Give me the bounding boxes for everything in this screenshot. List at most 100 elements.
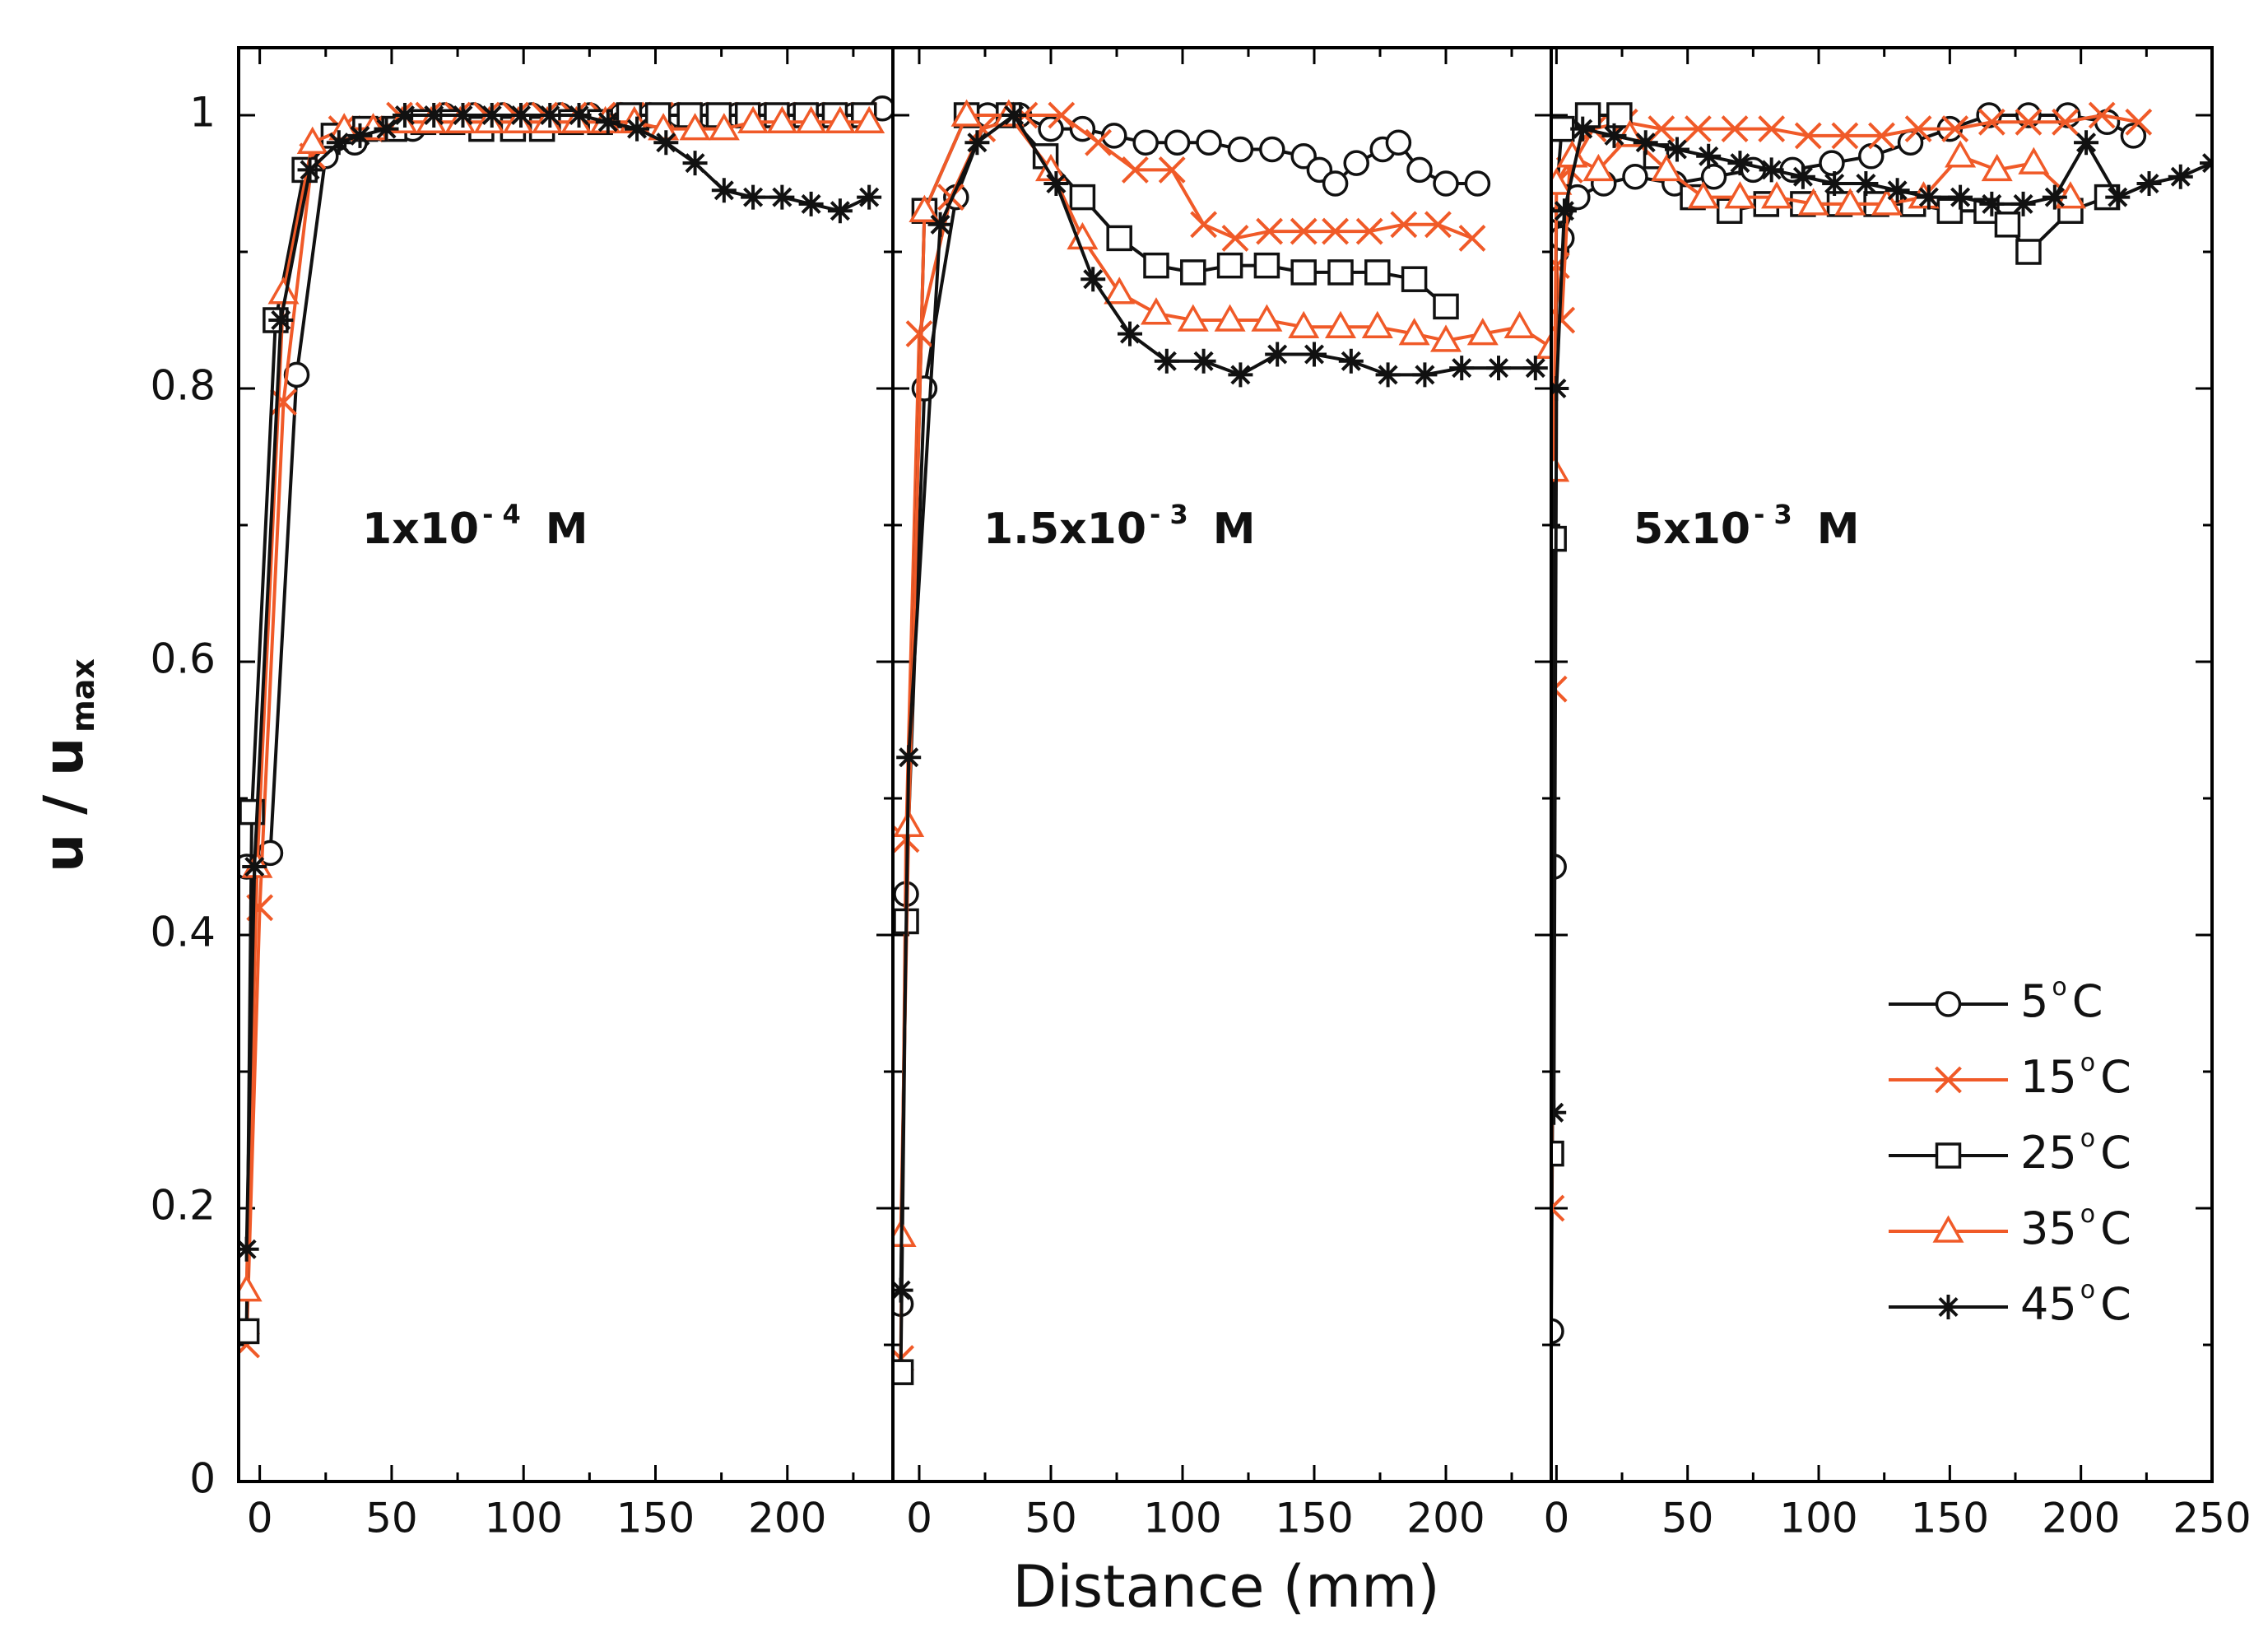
series-45c-line — [1552, 127, 2212, 1113]
series-45c-point — [1486, 356, 1511, 381]
series-45c-point — [1449, 356, 1475, 381]
x-tick-label: 200 — [1406, 1495, 1485, 1542]
series-25c-point — [1327, 259, 1354, 286]
svg-text:u / umax: u / u max — [32, 658, 101, 872]
x-tick-label: 100 — [1779, 1495, 1857, 1542]
series-5c-point — [1196, 129, 1222, 156]
series-45c — [239, 103, 882, 1262]
series-45c-point — [625, 116, 650, 142]
series-45c-point — [595, 109, 620, 135]
series-25c — [239, 102, 877, 1345]
series-15c-point — [1121, 156, 1149, 184]
series-45c-point — [1522, 356, 1548, 381]
x-tick-label: 0 — [247, 1495, 273, 1542]
series-45c-point — [1759, 157, 1784, 183]
series-45c-point — [2105, 184, 2131, 210]
series-45c-line — [899, 114, 1536, 1291]
series-15c-point — [1048, 101, 1076, 129]
series-15c-point — [1941, 115, 1969, 143]
x-tick-label: 50 — [1661, 1495, 1714, 1542]
series-15c-point — [1721, 115, 1749, 143]
x-tick-label: 0 — [1543, 1495, 1569, 1542]
series-45c-point — [927, 212, 953, 237]
series-35c-point — [679, 113, 711, 141]
series-35c-point — [1140, 297, 1173, 325]
panel-3-label-unit: M — [1817, 505, 1860, 554]
series-35c-line — [244, 120, 870, 1291]
series-45c-point — [1885, 178, 1910, 203]
series-5c-point — [1164, 129, 1191, 156]
series-45c-point — [896, 745, 922, 770]
series-15c-point — [1868, 122, 1895, 150]
series-35c-point — [795, 105, 827, 134]
series-25c-line — [244, 114, 864, 1332]
legend-item-15c: 15 o C — [1889, 1049, 2131, 1103]
series-15c-point — [1551, 1194, 1565, 1222]
series-45c-point — [1375, 362, 1401, 388]
series-45c-point — [2074, 130, 2099, 156]
series-45c-point — [239, 1236, 259, 1262]
series-5c-point — [1343, 150, 1369, 176]
series-15c-line — [1551, 114, 2140, 1209]
series-35c-point — [1834, 188, 1866, 216]
series-25c-point — [1106, 225, 1132, 252]
series-45c-point — [347, 123, 373, 148]
series-45c-point — [1570, 116, 1596, 142]
panel-3-xtick-labels: 0 50 100 150 200 250 — [1543, 1495, 2251, 1542]
panel-1-series — [239, 95, 893, 1359]
x-tick-label: 150 — [1911, 1495, 1989, 1542]
series-45c-point — [1948, 184, 1973, 210]
series-15c-point — [1758, 115, 1786, 143]
x-tick-label: 150 — [1275, 1495, 1353, 1542]
series-35c-point — [1503, 310, 1536, 339]
series-15c — [893, 101, 1486, 1373]
x-tick-label: 0 — [906, 1495, 932, 1542]
series-45c-point — [1302, 342, 1327, 367]
series-15c-point — [905, 320, 933, 348]
y-tick-label: 0.2 — [150, 1182, 216, 1230]
series-25c-point — [1994, 212, 2021, 238]
panel-3: 5x10- 3 M 0 50 100 150 200 250 — [1543, 48, 2252, 1542]
series-15c-point — [1158, 156, 1186, 184]
x-tick-label: 50 — [1025, 1495, 1077, 1542]
series-5c-point — [1038, 115, 1064, 142]
legend-label: 15 o C — [2020, 1049, 2131, 1103]
panel-1: 1x10- 4 M 0 50 100 150 200 — [239, 48, 893, 1542]
series-35c-point — [1398, 318, 1430, 346]
panel-2-series — [893, 99, 1551, 1385]
series-45c-point — [297, 157, 323, 183]
series-45c-point — [1853, 171, 1879, 196]
series-35c-point — [1981, 153, 2013, 182]
series-35c-point — [1429, 324, 1462, 352]
legend-item-45c: 45 o C — [1889, 1276, 2131, 1330]
legend-item-25c: 25 o C — [1889, 1124, 2131, 1179]
series-45c-point — [964, 130, 990, 156]
series-25c-point — [1180, 259, 1206, 286]
x-tick-label: 100 — [484, 1495, 562, 1542]
legend: 5 o C 15 o C 25 o C 35 o C 45 o C — [1889, 973, 2131, 1330]
series-25c-point — [2015, 239, 2042, 265]
series-35c-point — [1871, 188, 1903, 216]
series-45c-point — [769, 184, 795, 210]
series-15c-point — [1085, 128, 1113, 156]
series-15c-point — [1458, 224, 1486, 252]
y-tick-label: 0.8 — [150, 362, 216, 410]
series-15c-line — [244, 114, 864, 1346]
series-35c-point — [1945, 140, 1977, 168]
y-tick-label: 1 — [189, 89, 216, 137]
series-15c-point — [1551, 306, 1576, 334]
series-5c-point — [1385, 129, 1412, 156]
series-45c-point — [1265, 342, 1290, 367]
series-45c-point — [857, 184, 882, 210]
y-axis-title-sub: max — [65, 658, 101, 733]
y-axis-title: u / u max — [32, 658, 101, 872]
x-tick-label: 200 — [2042, 1495, 2120, 1542]
panel-2-xtick-labels: 0 50 100 150 200 — [906, 1495, 1485, 1542]
series-5c-point — [1819, 150, 1845, 176]
panel-1-ticks — [239, 48, 893, 1483]
series-5c-point — [1227, 136, 1254, 163]
series-45c-point — [1664, 137, 1689, 162]
series-15c-point — [2125, 108, 2153, 136]
series-35c-point — [296, 126, 328, 154]
series-5c-point — [1132, 129, 1159, 156]
